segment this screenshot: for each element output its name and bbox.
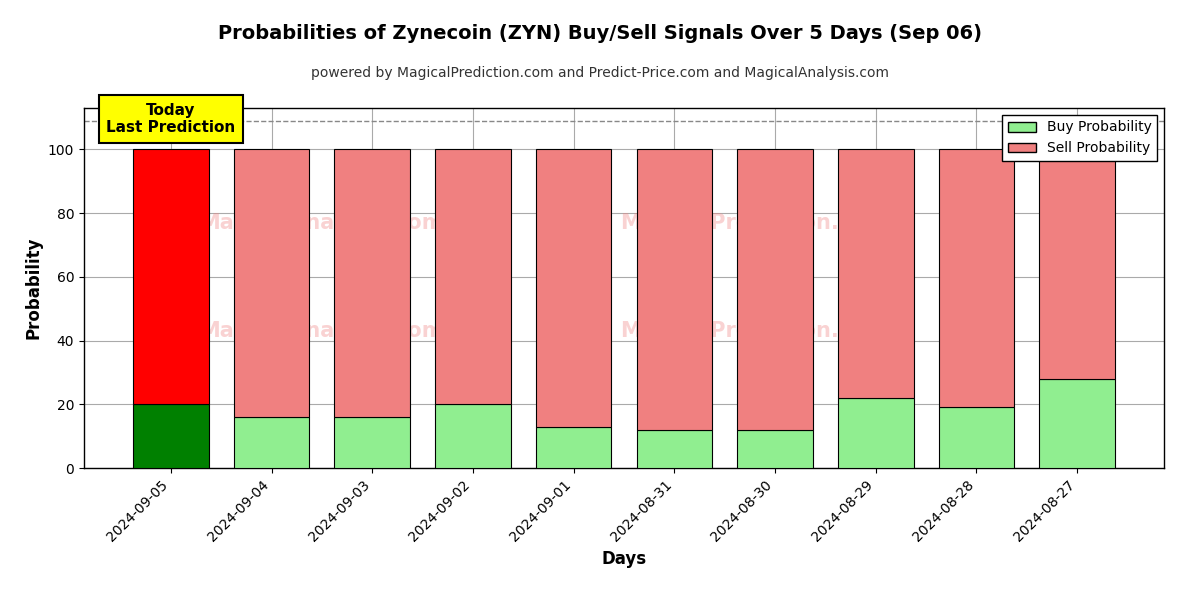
Bar [737, 430, 812, 468]
Text: MagicalPrediction.com: MagicalPrediction.com [620, 213, 887, 233]
Bar [737, 149, 812, 430]
Bar [133, 404, 209, 468]
Bar [536, 427, 612, 468]
Bar [838, 149, 913, 398]
Bar [636, 430, 712, 468]
Text: MagicalAnalysis.com: MagicalAnalysis.com [199, 321, 444, 341]
Text: Today
Last Prediction: Today Last Prediction [107, 103, 235, 135]
Bar [838, 398, 913, 468]
Text: MagicalAnalysis.com: MagicalAnalysis.com [199, 213, 444, 233]
Bar [938, 407, 1014, 468]
Bar [938, 149, 1014, 407]
Text: MagicalPrediction.com: MagicalPrediction.com [620, 321, 887, 341]
Bar [133, 149, 209, 404]
Text: Probabilities of Zynecoin (ZYN) Buy/Sell Signals Over 5 Days (Sep 06): Probabilities of Zynecoin (ZYN) Buy/Sell… [218, 24, 982, 43]
Legend: Buy Probability, Sell Probability: Buy Probability, Sell Probability [1002, 115, 1157, 161]
Bar [1039, 379, 1115, 468]
Bar [335, 149, 410, 417]
Y-axis label: Probability: Probability [24, 237, 42, 339]
Bar [1039, 149, 1115, 379]
Bar [436, 404, 511, 468]
Bar [636, 149, 712, 430]
Text: powered by MagicalPrediction.com and Predict-Price.com and MagicalAnalysis.com: powered by MagicalPrediction.com and Pre… [311, 66, 889, 80]
X-axis label: Days: Days [601, 550, 647, 568]
Bar [335, 417, 410, 468]
Bar [436, 149, 511, 404]
Bar [536, 149, 612, 427]
Bar [234, 417, 310, 468]
Bar [234, 149, 310, 417]
